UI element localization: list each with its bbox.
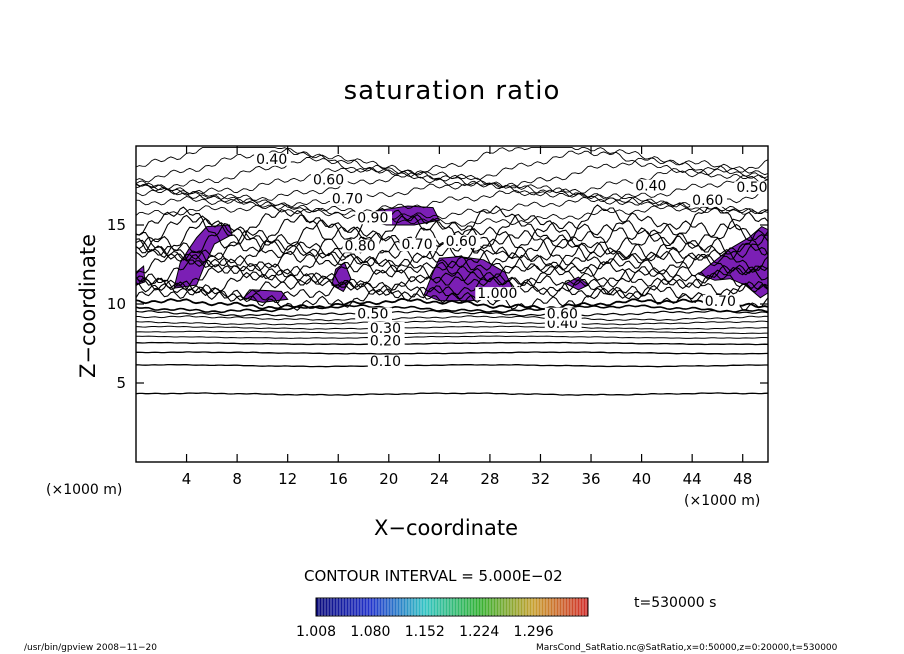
contour-label-bg: [399, 238, 437, 252]
x-tick-label: 48: [733, 470, 752, 488]
colorbar-label: 1.296: [514, 624, 554, 640]
contour-line: [135, 147, 769, 178]
contour-label-bg: [367, 334, 405, 348]
contour-label-bg: [355, 307, 392, 321]
contour-line: [135, 211, 769, 255]
contour-label-bg: [310, 173, 348, 187]
contour-line: [136, 351, 769, 355]
contour-line: [135, 188, 769, 215]
contour-line: [135, 363, 768, 368]
contour-line: [135, 330, 768, 335]
contour-label: 0.70: [401, 237, 432, 253]
x-tick-label: 24: [430, 470, 449, 488]
contour-label: 1.000: [477, 286, 517, 302]
contour-line: [135, 147, 769, 184]
colorbar-label: 1.080: [350, 624, 390, 640]
contour-line: [135, 180, 769, 209]
contour-label-bg: [355, 211, 392, 225]
contour-label-bg: [367, 355, 405, 369]
x-tick-label: 40: [632, 470, 651, 488]
time-label: t=530000 s: [634, 595, 717, 611]
x-tick-label: 20: [379, 470, 398, 488]
contour-label: 0.60: [313, 172, 344, 188]
contour-label: 0.60: [547, 307, 578, 323]
contour-label: 0.10: [370, 354, 401, 370]
contour-label: 0.50: [357, 307, 388, 323]
contour-line: [135, 217, 769, 260]
chart-title: saturation ratio: [343, 76, 561, 106]
contour-label: 0.60: [692, 193, 723, 209]
contour-label: 0.40: [256, 152, 287, 168]
y-axis-label: Z−coordinate: [76, 234, 100, 378]
footer-left: /usr/bin/gpview 2008−11−20: [24, 643, 158, 653]
supersaturation-shading: [135, 205, 769, 303]
x-axis-label: X−coordinate: [374, 516, 518, 540]
footer-right: MarsCond_SatRatio.nc@SatRatio,x=0:50000,…: [536, 643, 838, 653]
contour-line: [135, 304, 769, 314]
contour-line: [135, 335, 769, 339]
y-tick-label: 5: [116, 374, 126, 392]
contour-label: 0.20: [370, 334, 401, 350]
contour-label-bg: [734, 181, 772, 195]
contour-label-bg: [367, 321, 405, 335]
colorbar: 1.008 1.080 1.152 1.224 1.296: [296, 597, 589, 640]
contour-line: [135, 265, 769, 298]
contour-line: [135, 272, 769, 302]
x-tick-label: 4: [182, 470, 192, 488]
contour-label: 0.70: [332, 191, 363, 207]
contour-label: 0.50: [736, 180, 767, 196]
contour-label-bg: [254, 152, 291, 166]
contour-line: [135, 341, 769, 346]
contour-line: [135, 392, 769, 396]
x-tick-label: 16: [329, 470, 348, 488]
contour-line: [135, 246, 769, 283]
colorbar-label: 1.152: [405, 624, 445, 640]
contour-line: [135, 260, 769, 291]
contour-line: [135, 320, 769, 326]
x-tick-label: 36: [581, 470, 600, 488]
x-tick-label: 12: [278, 470, 297, 488]
contour-label: 0.80: [345, 239, 376, 255]
contour-label-bg: [443, 234, 481, 248]
x-tick-label: 44: [683, 470, 702, 488]
contour-line: [135, 204, 769, 227]
contour-label-bg: [702, 295, 740, 308]
contour-label: 0.90: [357, 210, 388, 226]
x-tick-label: 28: [480, 470, 499, 488]
shaded-region-1: [173, 224, 233, 289]
contour-label-bg: [342, 239, 380, 253]
contour-label-bg: [329, 192, 367, 206]
contour-labels: 0.100.200.300.500.400.601.0000.80 0.70 0.6…: [254, 152, 772, 370]
contour-line: [135, 227, 769, 269]
contour-interval: CONTOUR INTERVAL = 5.000E−02: [304, 567, 563, 585]
contour-label: 0.70: [705, 294, 736, 310]
colorbar-label: 1.008: [296, 624, 336, 640]
contour-line: [136, 315, 769, 322]
colorbar-label: 1.224: [459, 624, 499, 640]
contour-line: [135, 163, 769, 196]
y-axis-unit: (×1000 m): [46, 482, 123, 498]
contour-line: [135, 253, 769, 288]
x-tick-label: 8: [232, 470, 242, 488]
contour-line: [135, 196, 769, 220]
contour-label-bg: [544, 307, 582, 321]
contour-label: 0.60: [446, 234, 477, 250]
contour-label-bg: [690, 193, 727, 207]
contour-line: [135, 325, 769, 330]
contour-line: [135, 278, 769, 307]
x-tick-label: 32: [531, 470, 550, 488]
contour-line: [135, 309, 769, 318]
y-tick-label: 15: [107, 216, 126, 234]
contour-label-bg: [475, 287, 521, 301]
y-tick-label: 10: [107, 295, 126, 313]
contour-label: 0.30: [370, 321, 401, 337]
contour-label: 0.40: [635, 179, 666, 195]
contour-line: [135, 233, 769, 273]
contour-label-bg: [633, 179, 671, 193]
contour-line: [135, 156, 769, 190]
x-axis-unit: (×1000 m): [684, 493, 761, 509]
shaded-region-3: [242, 289, 289, 303]
